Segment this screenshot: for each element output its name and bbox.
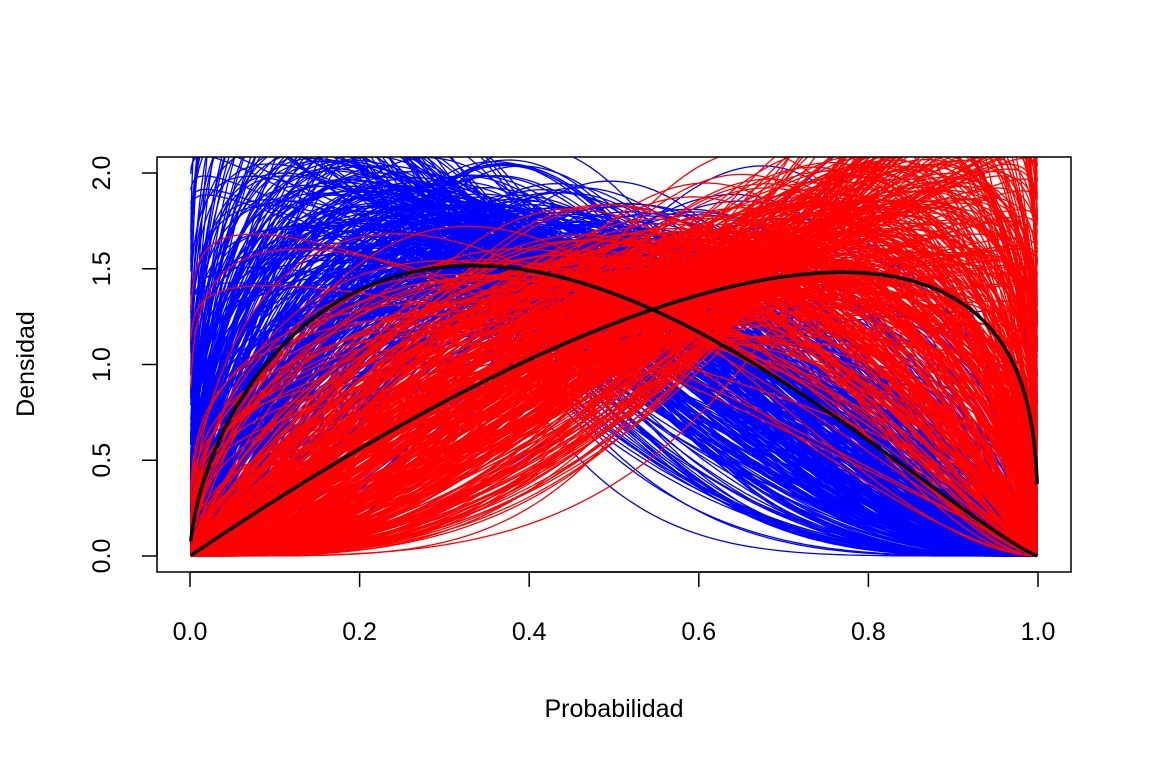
red-density-curve — [190, 266, 1038, 557]
y-tick-label: 1.5 — [88, 251, 116, 286]
red-density-curve — [190, 295, 1038, 554]
red-density-curve — [190, 257, 1038, 557]
red-density-curve — [190, 204, 1038, 557]
red-density-curve — [190, 239, 1038, 557]
red-density-curve — [190, 281, 1038, 555]
red-density-curve — [190, 234, 1038, 557]
y-tick-label: 2.0 — [88, 156, 116, 191]
red-density-curve — [190, 212, 1038, 557]
red-density-curve — [190, 157, 1038, 557]
red-density-curve — [190, 301, 1038, 553]
red-curves-group — [190, 157, 1038, 557]
red-density-curve — [190, 178, 1038, 557]
x-tick-label: 0.0 — [173, 618, 208, 646]
x-tick-label: 0.2 — [342, 618, 377, 646]
red-density-curve — [190, 276, 1038, 556]
red-density-curve — [190, 288, 1038, 555]
x-tick-label: 0.8 — [851, 618, 886, 646]
red-density-curve — [190, 231, 1038, 557]
red-density-curve — [190, 267, 1038, 557]
red-density-curve — [190, 284, 1038, 555]
red-density-curve — [190, 291, 1038, 553]
x-axis-title: Probabilidad — [545, 695, 684, 723]
red-density-curve — [190, 165, 1038, 557]
red-density-curve — [190, 265, 1038, 557]
y-tick-label: 0.0 — [88, 539, 116, 574]
red-density-curve — [190, 240, 1038, 557]
red-density-curve — [190, 182, 1038, 557]
red-density-curve — [190, 275, 1038, 556]
black-curves-group — [189, 263, 1039, 558]
x-axis: 0.0 0.2 0.4 0.6 0.8 1.0 — [173, 571, 1056, 646]
x-tick-label: 0.4 — [512, 618, 547, 646]
red-density-curve — [190, 258, 1038, 557]
y-axis: 0.0 0.5 1.0 1.5 2.0 — [88, 156, 158, 574]
red-density-curve — [190, 300, 1038, 540]
black-left-mean-curve — [189, 263, 1039, 558]
y-tick-label: 1.0 — [88, 347, 116, 382]
x-tick-label: 0.6 — [681, 618, 716, 646]
red-density-curve — [190, 305, 1038, 550]
red-density-curve — [190, 157, 870, 557]
x-tick-label: 1.0 — [1021, 618, 1056, 646]
y-tick-label: 0.5 — [88, 443, 116, 478]
red-density-curve — [190, 157, 1038, 557]
red-density-curve — [190, 157, 986, 557]
red-density-curve — [190, 178, 1038, 557]
red-density-curve — [190, 233, 1038, 557]
red-density-curve — [190, 230, 1038, 557]
red-density-curve — [190, 183, 1038, 557]
y-axis-title: Densidad — [12, 311, 40, 417]
red-density-curve — [190, 317, 1038, 540]
red-density-curve — [190, 263, 1038, 556]
red-density-curve — [190, 211, 1038, 557]
red-density-curve — [190, 217, 1038, 557]
black-right-mean-curve — [189, 270, 1039, 558]
